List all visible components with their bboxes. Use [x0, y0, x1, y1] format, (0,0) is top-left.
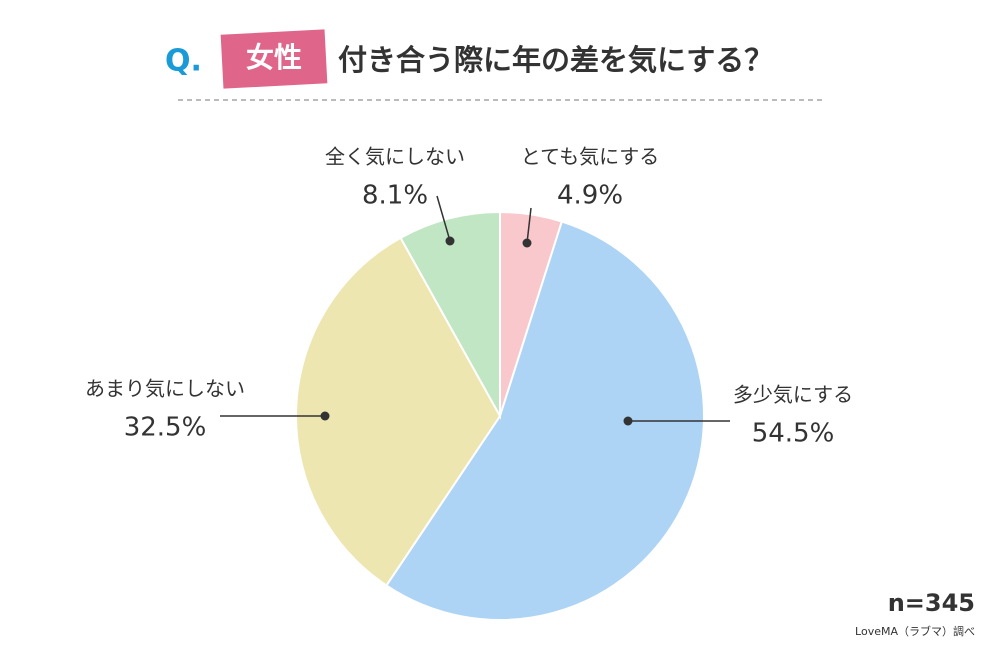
title-prefix: Q. [165, 44, 202, 79]
value-label: 32.5% [124, 413, 207, 443]
category-label: とても気にする [521, 145, 660, 169]
leader-line [526, 207, 532, 244]
value-label: 8.1% [362, 181, 428, 211]
leader-dot [445, 236, 455, 246]
pie-slice [399, 210, 501, 420]
value-label: 4.9% [557, 181, 623, 211]
leader-line [436, 195, 451, 242]
source: LoveMA（ラブマ）調べ [855, 624, 975, 638]
leader-dot [623, 416, 633, 426]
category-label: 多少気にする [733, 383, 853, 407]
leader-dot [320, 411, 330, 421]
category-label: 全く気にしない [325, 145, 465, 169]
chart-title: 付き合う際に年の差を気にする？ [338, 43, 773, 77]
title-tag-box [220, 29, 328, 89]
sample-size: n=345 [888, 589, 975, 617]
value-label: 54.5% [752, 419, 835, 449]
leader-dot [522, 238, 532, 248]
category-label: あまり気にしない [85, 377, 245, 401]
title-tag: 女性 [246, 41, 302, 74]
pie-slice [385, 220, 705, 621]
